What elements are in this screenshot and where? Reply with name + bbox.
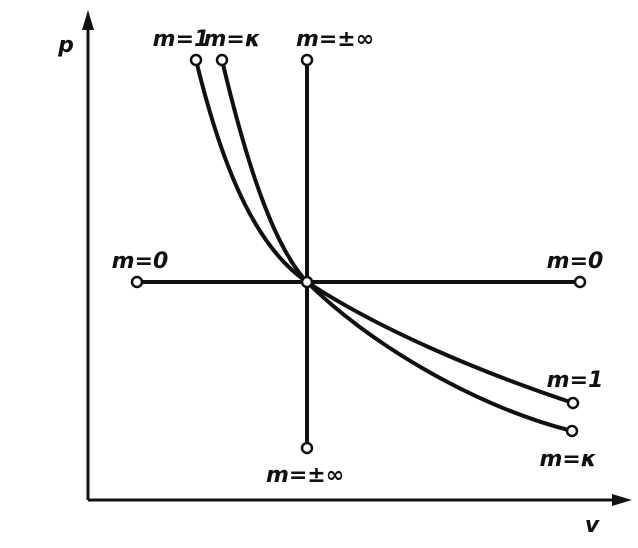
endpoint — [573, 275, 587, 289]
endpoint — [300, 53, 314, 67]
curve-label: m=1 — [547, 368, 604, 393]
curve-label: m=±∞ — [266, 463, 344, 488]
v-axis-arrow — [612, 494, 632, 506]
curve-label: m=0 — [547, 249, 604, 274]
adiabat — [220, 58, 574, 433]
curve-label: m=κ — [204, 27, 261, 52]
curve-label: m=±∞ — [296, 27, 374, 52]
curve-label: m=κ — [540, 447, 597, 472]
endpoint — [215, 53, 229, 67]
endpoint — [130, 275, 144, 289]
p-axis-arrow — [82, 10, 94, 30]
curve-label: m=1 — [153, 27, 210, 52]
state-point — [300, 275, 314, 289]
axis-label: p — [57, 33, 74, 58]
endpoint — [565, 424, 579, 438]
curve-label: m=0 — [112, 249, 169, 274]
endpoint — [189, 53, 203, 67]
endpoint — [566, 396, 580, 410]
axis-label: v — [585, 513, 600, 538]
endpoint — [300, 441, 314, 455]
isotherm — [194, 58, 575, 405]
